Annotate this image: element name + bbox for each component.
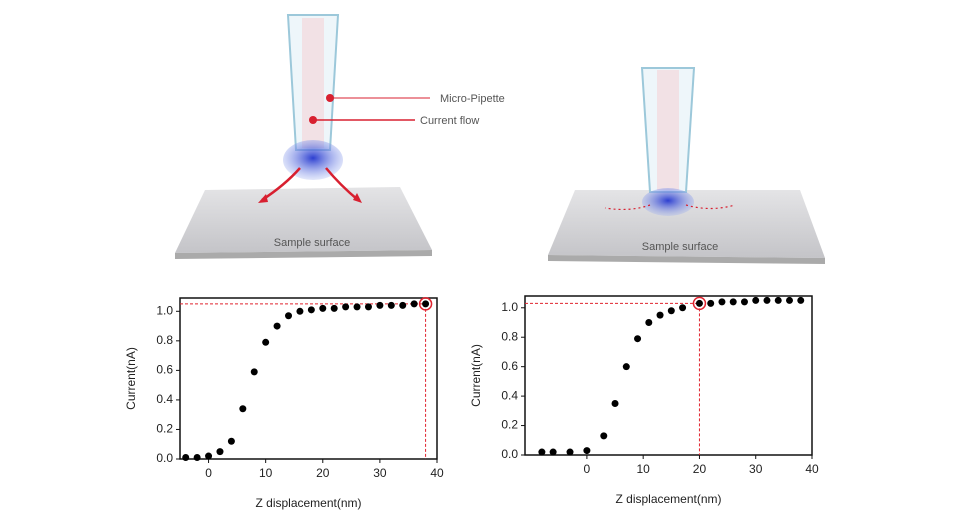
label: Current flow [420, 115, 479, 127]
data-point [729, 298, 737, 306]
flow-dots [604, 204, 651, 211]
plot-frame [179, 297, 438, 460]
data-point [679, 304, 687, 312]
label: Sample surface [274, 237, 350, 249]
data-point [387, 301, 395, 309]
y-tick-label: 0.6 [501, 359, 518, 373]
data-point [695, 299, 703, 307]
data-point [566, 448, 574, 456]
reference-marker [692, 296, 707, 311]
data-point [353, 303, 361, 311]
data-point [634, 335, 642, 343]
data-point [583, 447, 591, 455]
plate-edge [548, 255, 825, 264]
data-point [422, 300, 430, 308]
leader-dot [326, 94, 334, 102]
y-tick-label: 1.0 [156, 303, 173, 317]
data-point [250, 368, 258, 376]
illustration-approach: Micro-Pipette Current flow Sample surfac… [175, 14, 505, 259]
pipette-fill [657, 70, 679, 190]
data-point [342, 303, 350, 311]
data-point [239, 405, 247, 413]
ion-cloud [283, 140, 343, 180]
x-tick-label: 10 [259, 466, 273, 480]
plot-frame [524, 295, 813, 456]
label: Sample surface [642, 241, 718, 253]
x-tick-label: 20 [316, 466, 330, 480]
pipette-fill [302, 18, 324, 148]
x-tick-label: 10 [636, 462, 650, 476]
y-tick-label: 0.2 [156, 422, 173, 436]
data-point [645, 319, 653, 326]
data-point [752, 296, 760, 304]
data-point [707, 299, 715, 307]
arrow-head [258, 194, 268, 203]
ion-cloud [642, 188, 694, 216]
data-point [410, 300, 418, 308]
data-point [667, 307, 675, 315]
plate-edge [175, 250, 432, 259]
data-point [797, 296, 805, 304]
y-axis-label: Current(nA) [469, 344, 483, 407]
y-tick-label: 1.0 [501, 300, 518, 314]
y-tick-label: 0.4 [156, 392, 173, 406]
x-tick-label: 30 [749, 462, 763, 476]
y-tick-label: 0.2 [501, 418, 518, 432]
data-point [193, 454, 201, 462]
data-point [549, 448, 557, 456]
y-tick-label: 0.4 [501, 388, 518, 402]
label: Micro-Pipette [440, 93, 505, 105]
data-point [262, 338, 270, 346]
illustration-contact: Sample surface [548, 67, 825, 264]
data-point [718, 298, 726, 306]
data-point [273, 322, 281, 330]
x-tick-label: 40 [805, 462, 819, 476]
y-axis-label: Current(nA) [124, 347, 138, 410]
x-tick-label: 0 [205, 466, 212, 480]
data-point [330, 304, 338, 312]
x-tick-label: 30 [373, 466, 387, 480]
arrow-head [353, 193, 362, 203]
flow-dots [685, 204, 736, 210]
y-tick-label: 0.8 [501, 329, 518, 343]
data-point [740, 298, 748, 306]
data-point [227, 437, 235, 445]
leader-dot [309, 116, 317, 124]
y-tick-label: 0.6 [156, 363, 173, 377]
data-point [319, 304, 327, 312]
x-tick-label: 20 [693, 462, 707, 476]
data-point [763, 296, 771, 304]
reference-marker [418, 297, 433, 311]
y-tick-label: 0.0 [156, 451, 173, 465]
y-tick-label: 0.8 [156, 333, 173, 347]
data-point [774, 296, 782, 304]
x-axis-label: Z displacement(nm) [255, 496, 361, 510]
y-tick-label: 0.0 [501, 447, 518, 461]
data-point [656, 311, 664, 319]
data-point [296, 307, 304, 315]
data-point [205, 452, 213, 460]
sample-plate [175, 187, 432, 253]
data-point [538, 448, 546, 456]
data-point [182, 454, 190, 462]
data-point [307, 306, 315, 314]
data-point [376, 301, 384, 309]
x-axis-label: Z displacement(nm) [615, 492, 721, 506]
data-point [285, 312, 293, 320]
data-point [622, 363, 630, 371]
data-point [785, 296, 793, 304]
x-tick-label: 40 [430, 466, 444, 480]
data-point [600, 432, 608, 440]
data-point [216, 448, 224, 456]
data-point [364, 303, 372, 311]
data-point [611, 399, 619, 407]
x-tick-label: 0 [584, 462, 591, 476]
data-point [399, 301, 407, 309]
sample-plate [548, 190, 825, 258]
